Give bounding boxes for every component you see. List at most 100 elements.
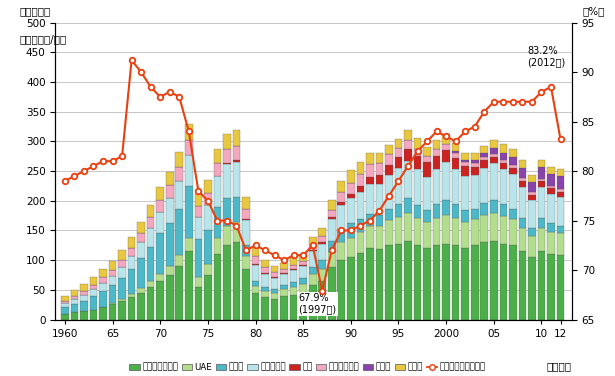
Bar (328, 252, 336, 267)
Bar (109, 285, 116, 303)
Bar (147, 217, 154, 227)
Bar (90, 296, 97, 309)
Bar (404, 241, 412, 320)
Bar (471, 209, 478, 219)
Bar (490, 140, 498, 148)
Bar (300, 265, 307, 266)
Bar (175, 209, 183, 255)
Bar (528, 200, 536, 228)
Text: 67.9%
(1997年): 67.9% (1997年) (298, 293, 336, 315)
Bar (395, 217, 402, 244)
Bar (261, 273, 269, 274)
Bar (290, 295, 298, 320)
Bar (471, 161, 478, 163)
Bar (395, 158, 402, 168)
Bar (109, 261, 116, 270)
Bar (509, 174, 517, 209)
Bar (547, 167, 555, 174)
Bar (347, 170, 355, 183)
Bar (528, 236, 536, 257)
Bar (538, 186, 546, 218)
Bar (490, 241, 498, 320)
Bar (204, 264, 212, 275)
Bar (290, 269, 298, 270)
Bar (499, 216, 507, 244)
Bar (528, 195, 536, 200)
Bar (213, 149, 221, 163)
Bar (423, 156, 431, 162)
Bar (518, 218, 526, 227)
Bar (509, 246, 517, 320)
Bar (271, 299, 279, 320)
Bar (290, 270, 298, 282)
Bar (118, 250, 126, 260)
Bar (223, 163, 231, 164)
Bar (137, 258, 145, 288)
Bar (404, 140, 412, 149)
Bar (442, 244, 450, 320)
Bar (395, 139, 402, 148)
Bar (261, 287, 269, 291)
Bar (309, 285, 317, 320)
Bar (232, 197, 240, 221)
Bar (366, 164, 374, 177)
Bar (547, 223, 555, 232)
Bar (557, 190, 565, 192)
Bar (300, 293, 307, 320)
Bar (166, 223, 173, 266)
Bar (194, 206, 202, 217)
Bar (118, 278, 126, 299)
Bar (166, 185, 173, 199)
Bar (461, 176, 469, 210)
Bar (300, 266, 307, 278)
Bar (490, 213, 498, 241)
Bar (461, 166, 469, 176)
Bar (452, 153, 459, 158)
Bar (404, 161, 412, 199)
Bar (461, 153, 469, 161)
Bar (261, 274, 269, 287)
Bar (280, 296, 288, 320)
Bar (261, 267, 269, 273)
Bar (442, 150, 450, 162)
Bar (204, 180, 212, 193)
Bar (328, 210, 336, 217)
Bar (223, 149, 231, 163)
Bar (242, 219, 250, 220)
Bar (452, 246, 459, 320)
Bar (309, 251, 317, 267)
Bar (80, 311, 88, 320)
Bar (223, 246, 231, 320)
Bar (223, 226, 231, 246)
Bar (194, 194, 202, 206)
Bar (185, 251, 192, 320)
Bar (109, 270, 116, 276)
Bar (471, 246, 478, 320)
Bar (433, 218, 440, 246)
Bar (452, 204, 459, 218)
Bar (338, 205, 345, 229)
Bar (547, 194, 555, 223)
Bar (395, 168, 402, 204)
Bar (547, 232, 555, 254)
Bar (461, 248, 469, 320)
Bar (480, 153, 488, 158)
Bar (357, 174, 364, 186)
Bar (194, 277, 202, 287)
Bar (423, 147, 431, 156)
Bar (319, 243, 326, 244)
Bar (518, 180, 526, 186)
Bar (471, 175, 478, 209)
Bar (204, 193, 212, 205)
Bar (300, 284, 307, 293)
Bar (309, 274, 317, 285)
Bar (338, 193, 345, 202)
Bar (252, 293, 260, 320)
Bar (194, 287, 202, 320)
Bar (118, 300, 126, 320)
Bar (480, 146, 488, 153)
Bar (452, 152, 459, 153)
Bar (90, 277, 97, 285)
Bar (557, 169, 565, 176)
Bar (404, 213, 412, 241)
